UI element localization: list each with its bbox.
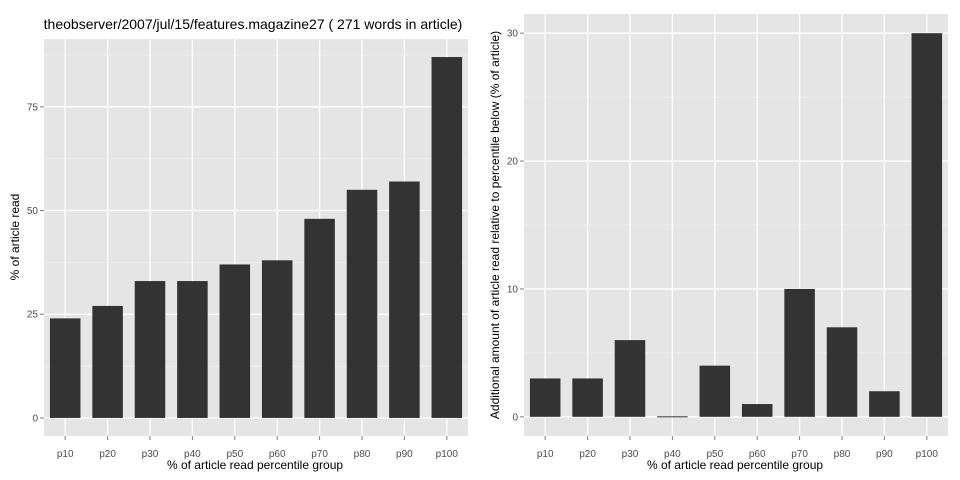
y-axis-title: Additional amount of article read relati… [488, 31, 502, 419]
x-tick-label: p60 [269, 449, 286, 460]
bar-p60 [261, 260, 293, 418]
bar-p40 [657, 416, 688, 418]
bar-p80 [826, 327, 858, 417]
x-tick-label: p60 [749, 449, 766, 460]
chart-title: theobserver/2007/jul/15/features.magazin… [44, 16, 463, 32]
x-tick-label: p90 [876, 449, 893, 460]
x-tick-label: p30 [142, 449, 159, 460]
bar-p20 [572, 378, 603, 417]
x-axis-ticks: p10 p20 p30 p40 p50 p60 p70 p80 p90 p100 [57, 436, 459, 460]
x-tick-label: p20 [99, 449, 116, 460]
bar-p80 [346, 189, 378, 418]
bar-p60 [741, 404, 773, 417]
y-axis-ticks: 0 25 50 75 [27, 102, 44, 424]
bar-p70 [304, 218, 335, 418]
bar-p50 [699, 365, 731, 417]
x-tick-label: p30 [622, 449, 639, 460]
x-tick-label: p40 [184, 449, 201, 460]
x-tick-label: p100 [916, 449, 939, 460]
bar-p30 [614, 340, 646, 417]
y-axis-title: % of article read [8, 194, 22, 281]
bar-p10 [529, 378, 561, 417]
x-tick-label: p90 [396, 449, 413, 460]
y-tick-label: 30 [507, 29, 519, 40]
x-tick-label: p10 [537, 449, 554, 460]
x-tick-label: p80 [834, 449, 851, 460]
x-tick-label: p80 [354, 449, 371, 460]
bar-p100 [911, 33, 943, 417]
bar-p10 [49, 318, 81, 418]
x-tick-label: p10 [57, 449, 74, 460]
y-tick-label: 50 [27, 206, 39, 217]
x-tick-label: p100 [436, 449, 459, 460]
bars [529, 33, 943, 418]
bar-p90 [389, 181, 420, 418]
x-axis-title: % of article read percentile group [167, 458, 343, 472]
x-tick-label: p20 [579, 449, 596, 460]
bar-p40 [177, 281, 208, 418]
x-tick-label: p70 [791, 449, 808, 460]
y-tick-label: 0 [32, 413, 38, 424]
x-tick-label: p50 [706, 449, 723, 460]
bar-p90 [869, 391, 900, 417]
y-tick-label: 0 [512, 412, 518, 423]
y-tick-label: 75 [27, 102, 39, 113]
y-tick-label: 20 [507, 157, 519, 168]
bar-p50 [219, 264, 251, 418]
x-axis-ticks: p10 p20 p30 p40 p50 p60 p70 p80 p90 p100 [537, 436, 939, 460]
y-tick-label: 10 [507, 284, 519, 295]
y-tick-label: 25 [27, 310, 39, 321]
x-tick-label: p50 [226, 449, 243, 460]
x-tick-label: p40 [664, 449, 681, 460]
x-axis-title: % of article read percentile group [647, 458, 823, 472]
bar-p100 [431, 57, 463, 418]
chart-percent-read: theobserver/2007/jul/15/features.magazin… [8, 16, 468, 472]
y-axis-ticks: 0 10 20 30 [507, 29, 524, 423]
bars [49, 57, 463, 418]
bar-p20 [92, 305, 123, 418]
bar-p30 [134, 281, 166, 418]
bar-p70 [784, 288, 815, 417]
x-tick-label: p70 [311, 449, 328, 460]
minor-gridlines [524, 96, 948, 354]
